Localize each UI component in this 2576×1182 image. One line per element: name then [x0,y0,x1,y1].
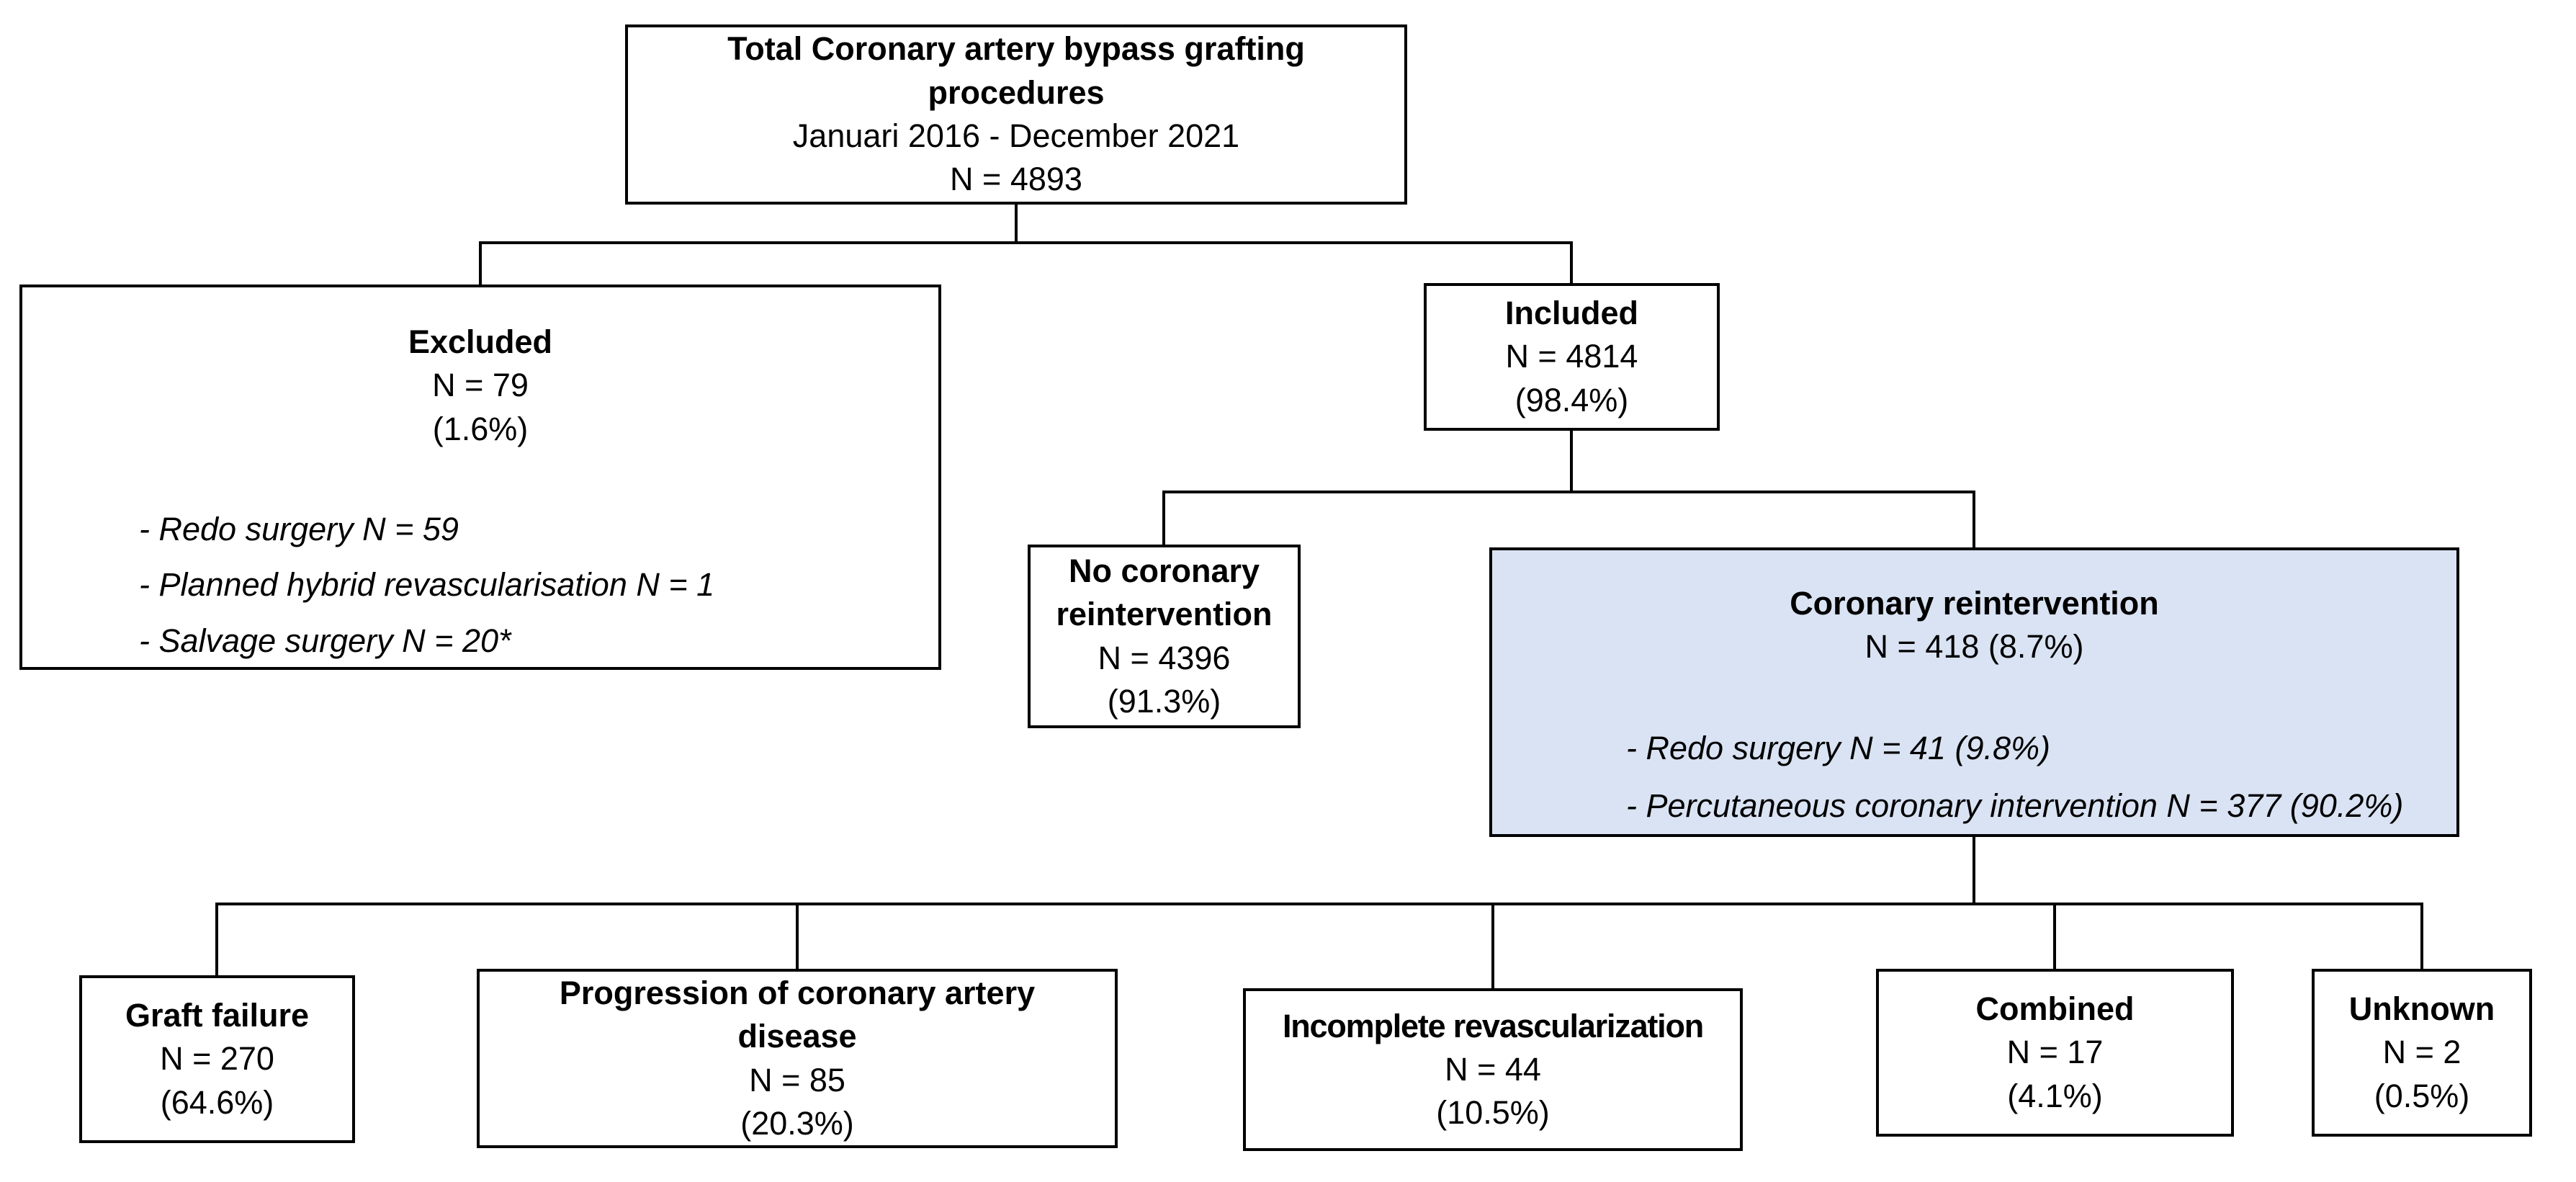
node-total-n: N = 4893 [950,161,1082,198]
connector-tier3-drop-combined [2053,903,2056,970]
connector-tier3-stem [1973,837,1975,905]
node-unknown: Unknown N = 2 (0.5%) [2312,969,2532,1137]
node-excluded-bullet: - Planned hybrid revascularisation N = 1 [139,566,715,604]
node-graft-failure-n: N = 270 [160,1040,274,1078]
node-total-title: Total Coronary artery bypass grafting pr… [727,30,1305,111]
node-reintervention-bullet-list: - Redo surgery N = 41 (9.8%) - Percutane… [1492,720,2456,835]
node-reintervention-bullet: - Redo surgery N = 41 (9.8%) [1626,729,2050,766]
node-progression-title: Progression of coronary artery disease [559,974,1036,1055]
node-reintervention-bullet: - Percutaneous coronary intervention N =… [1626,787,2404,824]
node-included-n: N = 4814 [1505,338,1638,375]
node-no-reintervention-title: No coronary reintervention [1056,552,1273,633]
node-reintervention-title: Coronary reintervention [1790,585,2159,622]
connector-tier2-drop-no-reintervention [1162,491,1165,546]
node-included-title: Included [1504,295,1638,332]
node-excluded-bullet: - Redo surgery N = 59 [139,510,459,547]
connector-tier3-drop-unknown [2420,903,2423,970]
node-graft-failure: Graft failure N = 270 (64.6%) [79,975,355,1143]
connector-tier1-stem [1015,205,1018,244]
node-excluded: Excluded N = 79 (1.6%) - Redo surgery N … [19,285,941,670]
node-no-reintervention-n: N = 4396 [1098,639,1231,676]
node-combined-pct: (4.1%) [2007,1077,2103,1114]
node-included-pct: (98.4%) [1514,381,1629,418]
connector-tier2-drop-reintervention [1973,491,1975,549]
connector-tier3-drop-progression [796,903,799,970]
node-excluded-n: N = 79 [432,367,529,404]
node-no-reintervention-pct: (91.3%) [1107,682,1221,720]
connector-tier1-drop-excluded [479,241,482,286]
connector-tier1-bar [479,241,1573,244]
node-total-procedures: Total Coronary artery bypass grafting pr… [625,24,1407,205]
connector-tier3-drop-graft-failure [215,903,218,977]
node-incomplete-n: N = 44 [1445,1050,1541,1088]
node-excluded-bullet: - Salvage surgery N = 20* [139,622,511,659]
connector-tier2-bar [1162,491,1975,493]
node-incomplete-title: Incomplete revascularization [1282,1007,1704,1044]
node-progression-n: N = 85 [749,1061,845,1098]
node-progression-cad: Progression of coronary artery disease N… [477,969,1118,1148]
node-incomplete-revascularization: Incomplete revascularization N = 44 (10.… [1243,988,1743,1151]
node-combined-n: N = 17 [2006,1034,2104,1071]
node-combined: Combined N = 17 (4.1%) [1876,969,2234,1137]
node-combined-title: Combined [1975,990,2135,1028]
connector-tier3-drop-incomplete [1491,903,1494,990]
node-included: Included N = 4814 (98.4%) [1424,283,1720,431]
node-unknown-title: Unknown [2348,990,2495,1028]
node-graft-failure-pct: (64.6%) [160,1083,274,1121]
connector-tier1-drop-included [1570,241,1573,285]
node-total-period: Januari 2016 - December 2021 [792,117,1240,154]
connector-tier3-bar [215,903,2423,905]
node-excluded-bullet-list: - Redo surgery N = 59 - Planned hybrid r… [22,501,938,668]
node-unknown-n: N = 2 [2382,1034,2461,1071]
node-coronary-reintervention: Coronary reintervention N = 418 (8.7%) -… [1489,547,2459,837]
connector-tier2-stem [1570,431,1573,493]
node-excluded-pct: (1.6%) [432,410,529,447]
node-graft-failure-title: Graft failure [125,997,310,1034]
node-progression-pct: (20.3%) [740,1104,854,1142]
node-reintervention-n: N = 418 (8.7%) [1864,628,2084,666]
node-no-coronary-reintervention: No coronary reintervention N = 4396 (91.… [1028,545,1301,728]
node-unknown-pct: (0.5%) [2374,1077,2470,1114]
node-excluded-title: Excluded [408,323,553,360]
node-incomplete-pct: (10.5%) [1436,1094,1550,1132]
